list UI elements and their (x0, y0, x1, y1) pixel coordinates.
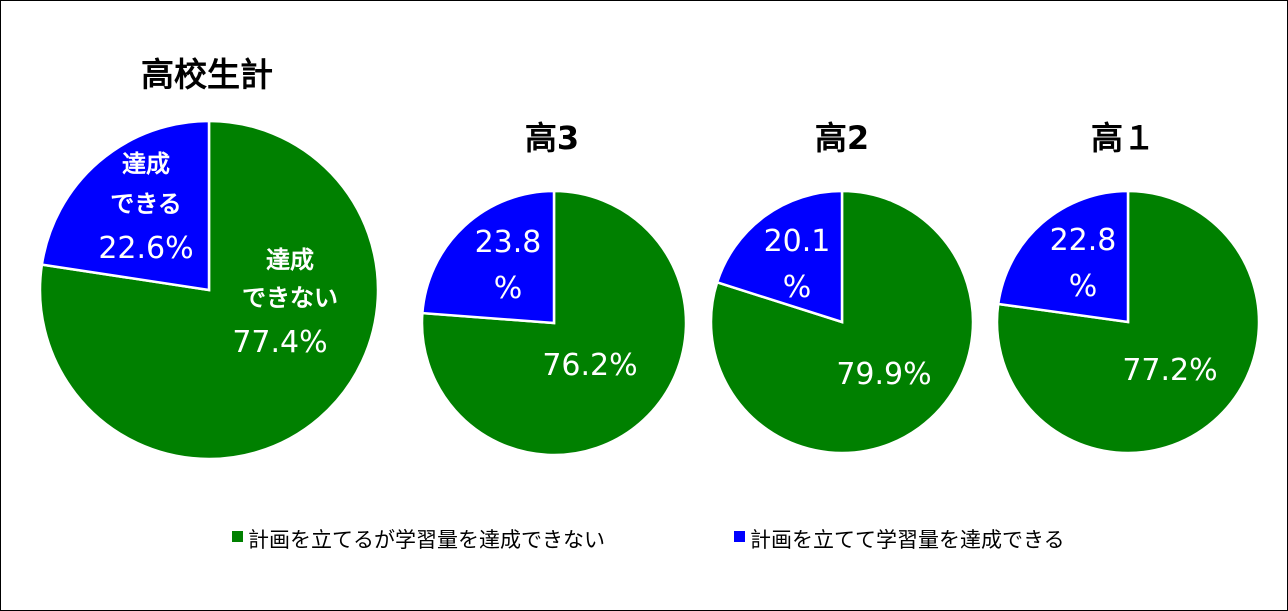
pie-0-achieved-value: 22.6% (98, 231, 193, 266)
legend-swatch-achieved (734, 531, 745, 542)
pie-0-not_achieved-value: 77.4% (232, 325, 327, 360)
pie-0-not_achieved-label-line: 達成 (266, 246, 314, 274)
pie-2-achieved-value-line: 20.1 (764, 224, 831, 259)
pie-2-slice-achieved (715, 189, 844, 324)
pie-1-title: 高3 (525, 119, 579, 157)
pie-0-not_achieved-label-line: できない (242, 284, 338, 312)
legend-label-not_achieved: 計画を立てるが学習量を達成できない (248, 528, 605, 552)
pie-1-achieved-value-line: 23.8 (475, 225, 542, 260)
pie-1-not_achieved-value: 76.2% (542, 348, 637, 383)
pie-1-slice-achieved (421, 189, 556, 325)
legend-swatch-not_achieved (232, 531, 243, 542)
pie-3-achieved-value-line: 22.8 (1050, 223, 1117, 258)
legend-label-achieved: 計画を立てて学習量を達成できる (750, 528, 1065, 552)
pie-3-not_achieved-value: 77.2% (1122, 353, 1217, 388)
pie-3-slice-achieved (996, 189, 1130, 324)
pie-3-slice-not_achieved (995, 189, 1261, 455)
pie-3-title: 高１ (1091, 119, 1155, 157)
pie-2-title: 高2 (815, 119, 869, 157)
pie-3-achieved-value-line: % (1069, 269, 1098, 304)
pie-0-slice-achieved (40, 119, 211, 292)
pie-1-achieved-value-line: % (494, 271, 523, 306)
pie-0-achieved-label-line: できる (110, 190, 182, 218)
pie-2-achieved-value-line: % (783, 270, 812, 305)
pie-0-achieved-label-line: 達成 (122, 150, 170, 178)
pie-0-title: 高校生計 (141, 55, 273, 94)
pie-2-not_achieved-value: 79.9% (836, 357, 931, 392)
